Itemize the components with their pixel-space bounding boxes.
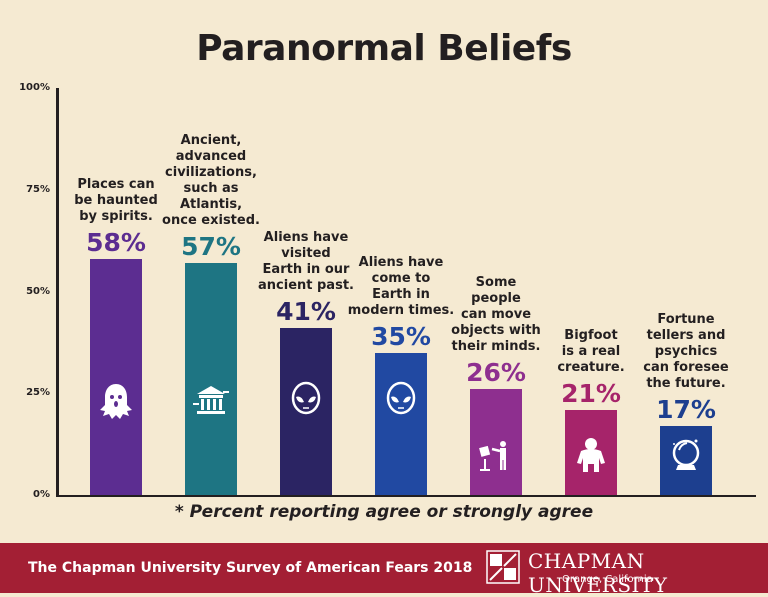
category-label-line: visited bbox=[281, 246, 331, 262]
category-label-line: Fortune bbox=[657, 311, 715, 327]
category-label-line: be haunted bbox=[74, 192, 158, 208]
category-label-line: tellers and bbox=[646, 327, 726, 343]
category-label-line: creature. bbox=[557, 359, 625, 375]
value-label: 35% bbox=[371, 321, 431, 351]
x-axis-line bbox=[56, 495, 756, 497]
category-label-line: Aliens have bbox=[358, 254, 444, 270]
bar bbox=[565, 409, 617, 495]
temple-icon bbox=[191, 380, 231, 420]
category-label-line: by spirits. bbox=[79, 208, 153, 224]
bar bbox=[470, 389, 522, 495]
category-label-line: the future. bbox=[646, 375, 726, 391]
category-label-line: people bbox=[471, 291, 521, 307]
category-label-line: Some bbox=[475, 275, 517, 291]
y-axis-line bbox=[56, 88, 59, 496]
chapman-logo-icon bbox=[486, 550, 520, 584]
footnote: * Percent reporting agree or strongly ag… bbox=[174, 502, 594, 522]
value-label: 26% bbox=[466, 358, 526, 388]
bar bbox=[90, 258, 142, 495]
bar bbox=[280, 328, 332, 495]
category-label-line: is a real bbox=[561, 343, 621, 359]
category-label: Fortune tellers and psychics can foresee the… bbox=[631, 312, 741, 392]
value-label: 58% bbox=[86, 227, 146, 257]
category-label-line: their minds. bbox=[451, 339, 541, 355]
category-label-line: Earth in our bbox=[262, 262, 350, 278]
category-label-line: civilizations, bbox=[165, 165, 257, 180]
bar bbox=[375, 352, 427, 495]
alien-icon bbox=[381, 380, 421, 420]
page-title: Paranormal Beliefs bbox=[196, 28, 572, 69]
crystal-ball-icon bbox=[666, 435, 706, 475]
category-label: Ancient, advanced civilizations, such as Atl… bbox=[156, 133, 266, 229]
category-label-line: come to bbox=[371, 270, 431, 286]
category-label-line: Aliens have bbox=[263, 230, 349, 246]
y-tick-label: 100% bbox=[19, 82, 50, 93]
value-label: 21% bbox=[561, 378, 621, 408]
category-label-line: Ancient, bbox=[180, 133, 242, 148]
category-label-line: once existed. bbox=[162, 213, 260, 228]
university-name: CHAPMAN UNIVERSITY bbox=[528, 549, 668, 597]
y-tick-label: 0% bbox=[33, 489, 50, 500]
category-label-line: Bigfoot bbox=[564, 327, 618, 343]
value-label: 17% bbox=[656, 394, 716, 424]
category-label-line: Atlantis, bbox=[179, 197, 243, 212]
value-label: 57% bbox=[181, 232, 241, 261]
y-tick-label: 50% bbox=[26, 285, 50, 297]
category-label-line: such as bbox=[183, 181, 239, 196]
category-label: Aliens have visited Earth in our ancient pa… bbox=[251, 230, 361, 294]
category-label: Places can be haunted by spirits. bbox=[61, 177, 171, 225]
category-label-line: Earth in bbox=[372, 286, 430, 302]
category-label-line: advanced bbox=[175, 149, 247, 164]
category-label: Bigfoot is a real creature. bbox=[536, 328, 646, 376]
survey-credit: The Chapman University Survey of America… bbox=[28, 560, 473, 576]
category-label-line: psychics bbox=[654, 343, 718, 359]
category-label-line: can foresee bbox=[643, 359, 729, 375]
value-label: 41% bbox=[276, 297, 336, 327]
category-label-line: can move bbox=[460, 307, 532, 323]
category-label-line: Places can bbox=[77, 176, 155, 192]
bigfoot-icon bbox=[571, 435, 611, 475]
bar bbox=[660, 425, 712, 495]
category-label-line: modern times. bbox=[347, 302, 455, 318]
telekinesis-icon bbox=[476, 435, 516, 475]
bar bbox=[185, 263, 237, 495]
y-tick-label: 75% bbox=[26, 183, 50, 195]
university-location: Orange, California bbox=[562, 574, 653, 585]
category-label-line: ancient past. bbox=[258, 278, 354, 294]
alien-icon bbox=[286, 380, 326, 420]
category-label: Aliens have come to Earth in modern times. bbox=[346, 255, 456, 319]
y-tick-label: 25% bbox=[26, 387, 50, 399]
ghost-icon bbox=[96, 380, 136, 420]
footer-banner: The Chapman University Survey of America… bbox=[0, 543, 768, 597]
category-label: Some people can move objects with their mind… bbox=[441, 275, 551, 355]
category-label-line: objects with bbox=[451, 323, 541, 339]
